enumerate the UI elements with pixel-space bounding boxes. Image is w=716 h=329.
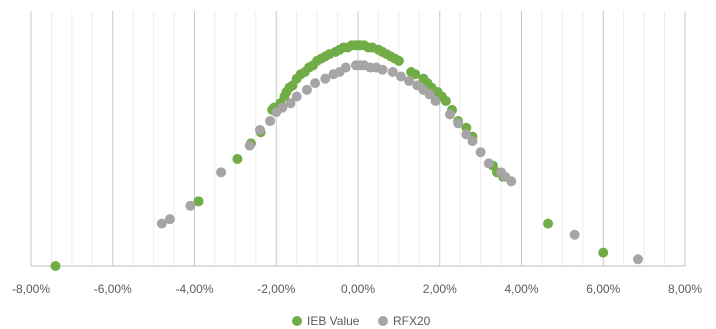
point-rfx20 <box>506 176 517 187</box>
major-gridlines <box>30 11 686 266</box>
point-rfx20 <box>156 218 167 229</box>
point-rfx20 <box>632 254 643 265</box>
x-tick-label: 8,00% <box>668 282 702 296</box>
x-tick-label: 4,00% <box>504 282 538 296</box>
point-ieb-value <box>232 153 243 164</box>
legend-swatch-ieb-value <box>292 316 302 326</box>
point-rfx20 <box>310 78 321 89</box>
point-ieb-value <box>193 196 204 207</box>
point-rfx20 <box>475 147 486 158</box>
series-rfx20-points <box>156 60 643 265</box>
point-ieb-value <box>543 218 554 229</box>
point-rfx20 <box>301 84 312 95</box>
point-rfx20 <box>424 89 435 100</box>
legend-label-ieb-value: IEB Value <box>307 314 360 328</box>
x-tick-label: -4,00% <box>175 282 213 296</box>
point-rfx20 <box>395 71 406 82</box>
legend-swatch-rfx20 <box>378 316 388 326</box>
point-rfx20 <box>277 102 288 113</box>
point-rfx20 <box>216 167 227 178</box>
point-rfx20 <box>444 109 455 120</box>
point-ieb-value <box>598 247 609 258</box>
x-axis-tick-labels: -8,00% -6,00% -4,00% -2,00% 0,00% 2,00% 4,00% 6… <box>12 282 702 296</box>
point-ieb-value <box>440 95 451 106</box>
x-tick-label: -6,00% <box>94 282 132 296</box>
legend-item-rfx20: RFX20 <box>378 314 431 328</box>
point-ieb-value <box>410 69 421 80</box>
point-rfx20 <box>453 118 464 129</box>
point-rfx20 <box>285 98 296 109</box>
point-rfx20 <box>164 214 175 225</box>
point-rfx20 <box>291 91 302 102</box>
point-ieb-value <box>393 55 404 66</box>
point-rfx20 <box>387 66 398 77</box>
x-tick-label: 0,00% <box>341 282 375 296</box>
point-rfx20 <box>340 62 351 73</box>
point-rfx20 <box>320 73 331 84</box>
point-rfx20 <box>254 124 265 135</box>
point-rfx20 <box>265 116 276 127</box>
point-ieb-value <box>50 261 61 271</box>
legend-item-ieb-value: IEB Value <box>292 314 360 328</box>
point-rfx20 <box>244 140 255 151</box>
point-rfx20 <box>377 64 388 75</box>
point-rfx20 <box>461 129 472 140</box>
x-tick-label: -8,00% <box>12 282 50 296</box>
x-tick-label: 6,00% <box>586 282 620 296</box>
point-rfx20 <box>404 75 415 86</box>
x-tick-label: -2,00% <box>257 282 295 296</box>
legend-label-rfx20: RFX20 <box>393 314 431 328</box>
legend: IEB Value RFX20 <box>292 314 431 328</box>
point-rfx20 <box>569 229 580 240</box>
point-rfx20 <box>430 95 441 106</box>
point-rfx20 <box>483 158 494 169</box>
point-rfx20 <box>185 200 196 211</box>
x-tick-label: 2,00% <box>423 282 457 296</box>
point-rfx20 <box>467 136 478 147</box>
